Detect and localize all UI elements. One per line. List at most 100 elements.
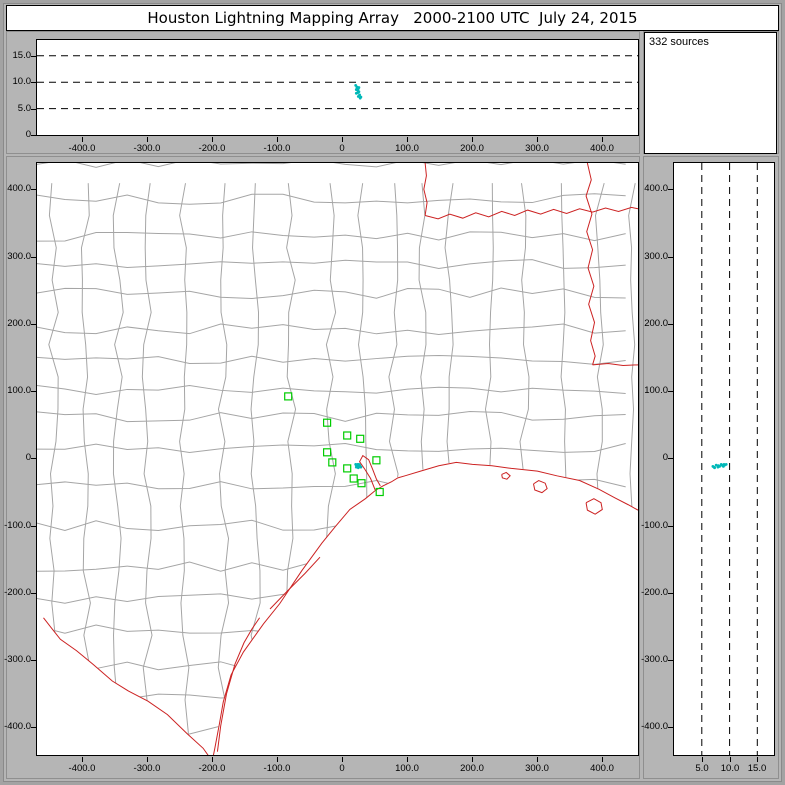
tick-label: -100.0 [263, 143, 291, 154]
lightning-source-point [359, 465, 363, 469]
tick-mark [602, 757, 603, 762]
tick-label: 100.0 [395, 763, 419, 774]
county-boundary-line [251, 183, 261, 755]
tick-mark [668, 189, 673, 190]
county-boundary-line [358, 183, 368, 755]
tick-mark [31, 324, 36, 325]
tick-mark [212, 137, 213, 142]
tick-mark [277, 137, 278, 142]
tick-mark [537, 137, 538, 142]
county-boundary-line [80, 183, 90, 755]
lightning-source-point [723, 463, 726, 467]
tick-label: 300.0 [525, 763, 549, 774]
sources-count-panel: 332 sources [644, 32, 777, 154]
tick-mark [82, 137, 83, 142]
tick-label: -400.0 [641, 721, 668, 732]
tick-mark [472, 137, 473, 142]
tick-label: -400.0 [4, 721, 31, 732]
lightning-source-point [356, 463, 359, 466]
lightning-source-point [356, 466, 360, 470]
county-boundary-line [37, 520, 626, 530]
lightning-source-point [724, 463, 728, 466]
tick-label: -200.0 [4, 587, 31, 598]
tick-mark [31, 82, 36, 83]
tick-label: 10.0 [12, 76, 32, 87]
county-boundary-line [37, 412, 626, 422]
lightning-source-point [721, 464, 725, 468]
lightning-source-point [357, 465, 361, 468]
county-boundary-line [519, 183, 529, 755]
plan-view-overlay [284, 392, 384, 497]
state-border-vertical [424, 163, 427, 215]
county-boundary-line [416, 183, 426, 755]
tick-mark [31, 526, 36, 527]
altitude-ns-plot[interactable] [673, 162, 775, 756]
tick-mark [730, 757, 731, 762]
county-boundary-line [37, 356, 626, 365]
lma-station-marker [372, 456, 381, 465]
lma-station-marker [356, 434, 365, 443]
tick-mark [407, 137, 408, 142]
county-boundary-line [389, 183, 398, 755]
county-boundary-line [37, 661, 626, 671]
lma-station-marker [323, 418, 332, 427]
tick-label: -300.0 [641, 654, 668, 665]
tick-mark [31, 56, 36, 57]
tick-label: -100.0 [263, 763, 291, 774]
county-boundary-line [445, 183, 454, 755]
lightning-source-point [356, 91, 359, 95]
state-border-east-horizontal [593, 363, 638, 365]
tick-label: 100.0 [395, 143, 419, 154]
plan-view-plot[interactable] [36, 162, 639, 756]
tick-mark [668, 324, 673, 325]
county-boundary-line [37, 288, 626, 298]
sources-count-label: 332 sources [649, 36, 709, 48]
tick-label: 400.0 [7, 183, 31, 194]
tick-label: 0 [662, 452, 668, 463]
tick-label: 0 [25, 452, 31, 463]
lightning-source-point [720, 463, 724, 467]
lightning-source-point [711, 465, 715, 468]
county-boundary-line [180, 183, 189, 755]
lma-station-marker [328, 458, 337, 467]
county-boundary-line [485, 183, 494, 755]
lightning-source-point [355, 463, 359, 467]
county-boundary-line [37, 753, 626, 755]
county-boundary-line [37, 163, 626, 167]
county-boundary-line [595, 183, 604, 755]
lightning-source-point [355, 86, 359, 90]
tick-label: 300.0 [7, 251, 31, 262]
tick-mark [668, 660, 673, 661]
state-borders [43, 163, 638, 755]
coastal-lake-1 [534, 481, 548, 493]
altitude-ns-overlay [701, 163, 758, 755]
lightning-source-point [354, 463, 358, 466]
county-boundary-line [37, 385, 626, 394]
tick-mark [668, 593, 673, 594]
map-svg [37, 163, 638, 755]
tick-label: -300.0 [133, 143, 161, 154]
county-boundary-line [326, 183, 335, 755]
tick-mark [702, 757, 703, 762]
tick-label: -200.0 [198, 143, 226, 154]
lightning-source-point [714, 463, 718, 467]
county-boundary-line [37, 593, 626, 603]
tick-label: 5.0 [695, 763, 709, 774]
tick-label: 400.0 [590, 143, 614, 154]
tick-mark [31, 135, 36, 136]
tick-mark [668, 458, 673, 459]
tick-label: 15.0 [747, 763, 767, 774]
barrier-island-mid [270, 557, 320, 609]
lightning-source-point [355, 85, 359, 89]
tick-mark [31, 593, 36, 594]
altitude-ew-plot[interactable] [36, 39, 639, 136]
tick-mark [602, 137, 603, 142]
tick-mark [757, 757, 758, 762]
county-boundary-line [37, 725, 626, 735]
lightning-source-point [356, 464, 360, 468]
tick-mark [82, 757, 83, 762]
county-boundary-line [286, 183, 295, 755]
lightning-source-point [358, 93, 361, 97]
lightning-source-point [717, 464, 720, 468]
tick-mark [537, 757, 538, 762]
